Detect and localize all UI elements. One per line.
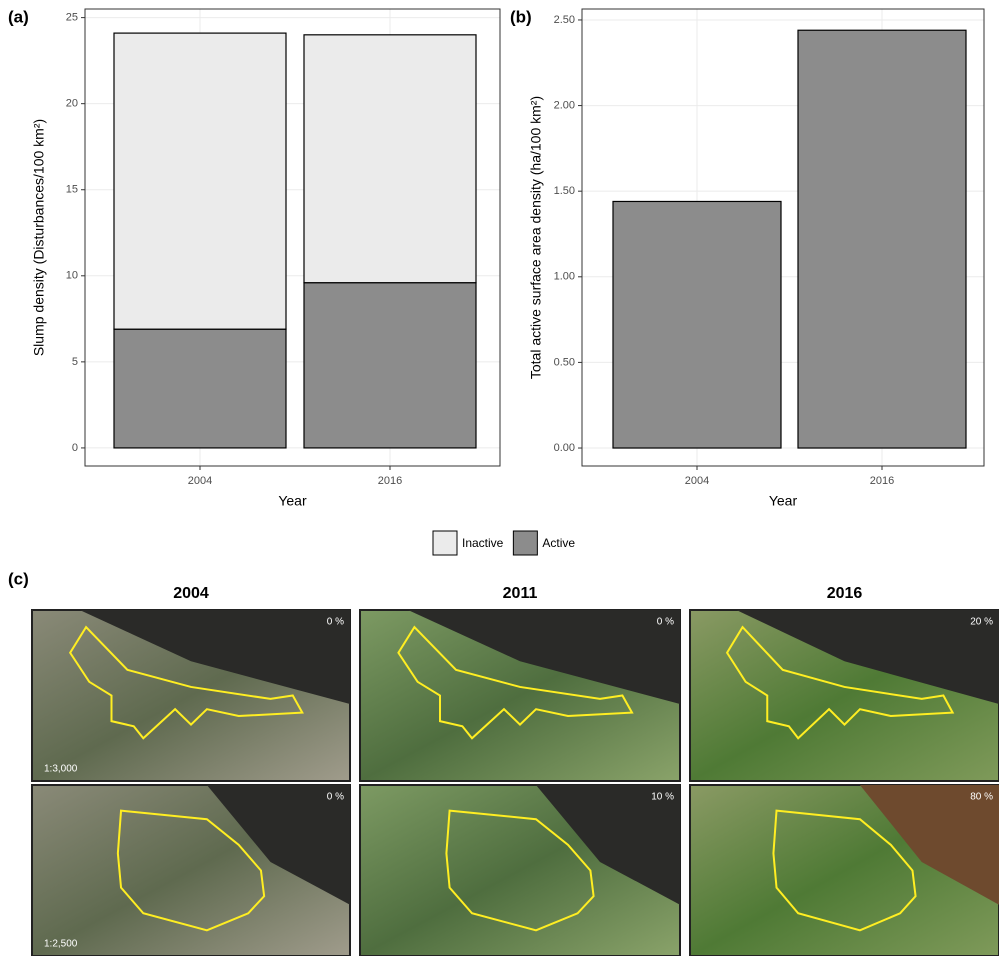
x-tick-label: 2016	[870, 475, 894, 487]
y-tick-label: 1.00	[554, 271, 575, 283]
legend-swatch	[433, 531, 457, 555]
bar-segment	[114, 33, 286, 329]
bar-segment	[304, 35, 476, 283]
bar	[798, 30, 966, 448]
active-cover: 0 %	[327, 617, 344, 628]
y-tick-label: 0.50	[554, 356, 575, 368]
column-year: 2011	[503, 585, 538, 602]
active-cover: 20 %	[970, 617, 993, 628]
y-tick-label: 10	[66, 270, 78, 282]
y-tick-label: 5	[72, 356, 78, 368]
map-scale: 1:3,000	[44, 764, 78, 775]
bar-segment	[304, 283, 476, 448]
y-tick-label: 20	[66, 98, 78, 110]
active-cover: 10 %	[651, 792, 674, 803]
x-axis-title: Year	[769, 493, 798, 509]
y-axis-title: Total active surface area density (ha/10…	[528, 96, 544, 379]
legend-label: Inactive	[462, 536, 504, 550]
map-scale: 1:2,500	[44, 939, 78, 950]
active-cover: 0 %	[327, 792, 344, 803]
column-year: 2004	[173, 585, 209, 602]
active-cover: 0 %	[657, 617, 674, 628]
legend-label: Active	[542, 536, 575, 550]
panel-label: (b)	[510, 7, 532, 26]
panel-label: (a)	[8, 7, 29, 26]
y-tick-label: 0.00	[554, 442, 575, 454]
y-tick-label: 25	[66, 12, 78, 24]
y-tick-label: 1.50	[554, 185, 575, 197]
y-tick-label: 0	[72, 442, 78, 454]
x-tick-label: 2016	[378, 475, 402, 487]
y-tick-label: 15	[66, 184, 78, 196]
y-axis-title: Slump density (Disturbances/100 km²)	[31, 119, 47, 356]
x-tick-label: 2004	[188, 475, 212, 487]
x-axis-title: Year	[278, 493, 307, 509]
legend-swatch	[513, 531, 537, 555]
x-tick-label: 2004	[685, 475, 709, 487]
figure: 0 5 10 15 20 25 2004 2016 Year Slump density (Dis…	[0, 0, 999, 956]
panel-label: (c)	[8, 569, 29, 588]
column-year: 2016	[827, 585, 863, 602]
imagery-grid	[32, 610, 999, 956]
active-cover: 80 %	[970, 792, 993, 803]
bar	[613, 201, 781, 448]
y-tick-label: 2.50	[554, 14, 575, 26]
bar-segment	[114, 329, 286, 448]
y-tick-label: 2.00	[554, 99, 575, 111]
